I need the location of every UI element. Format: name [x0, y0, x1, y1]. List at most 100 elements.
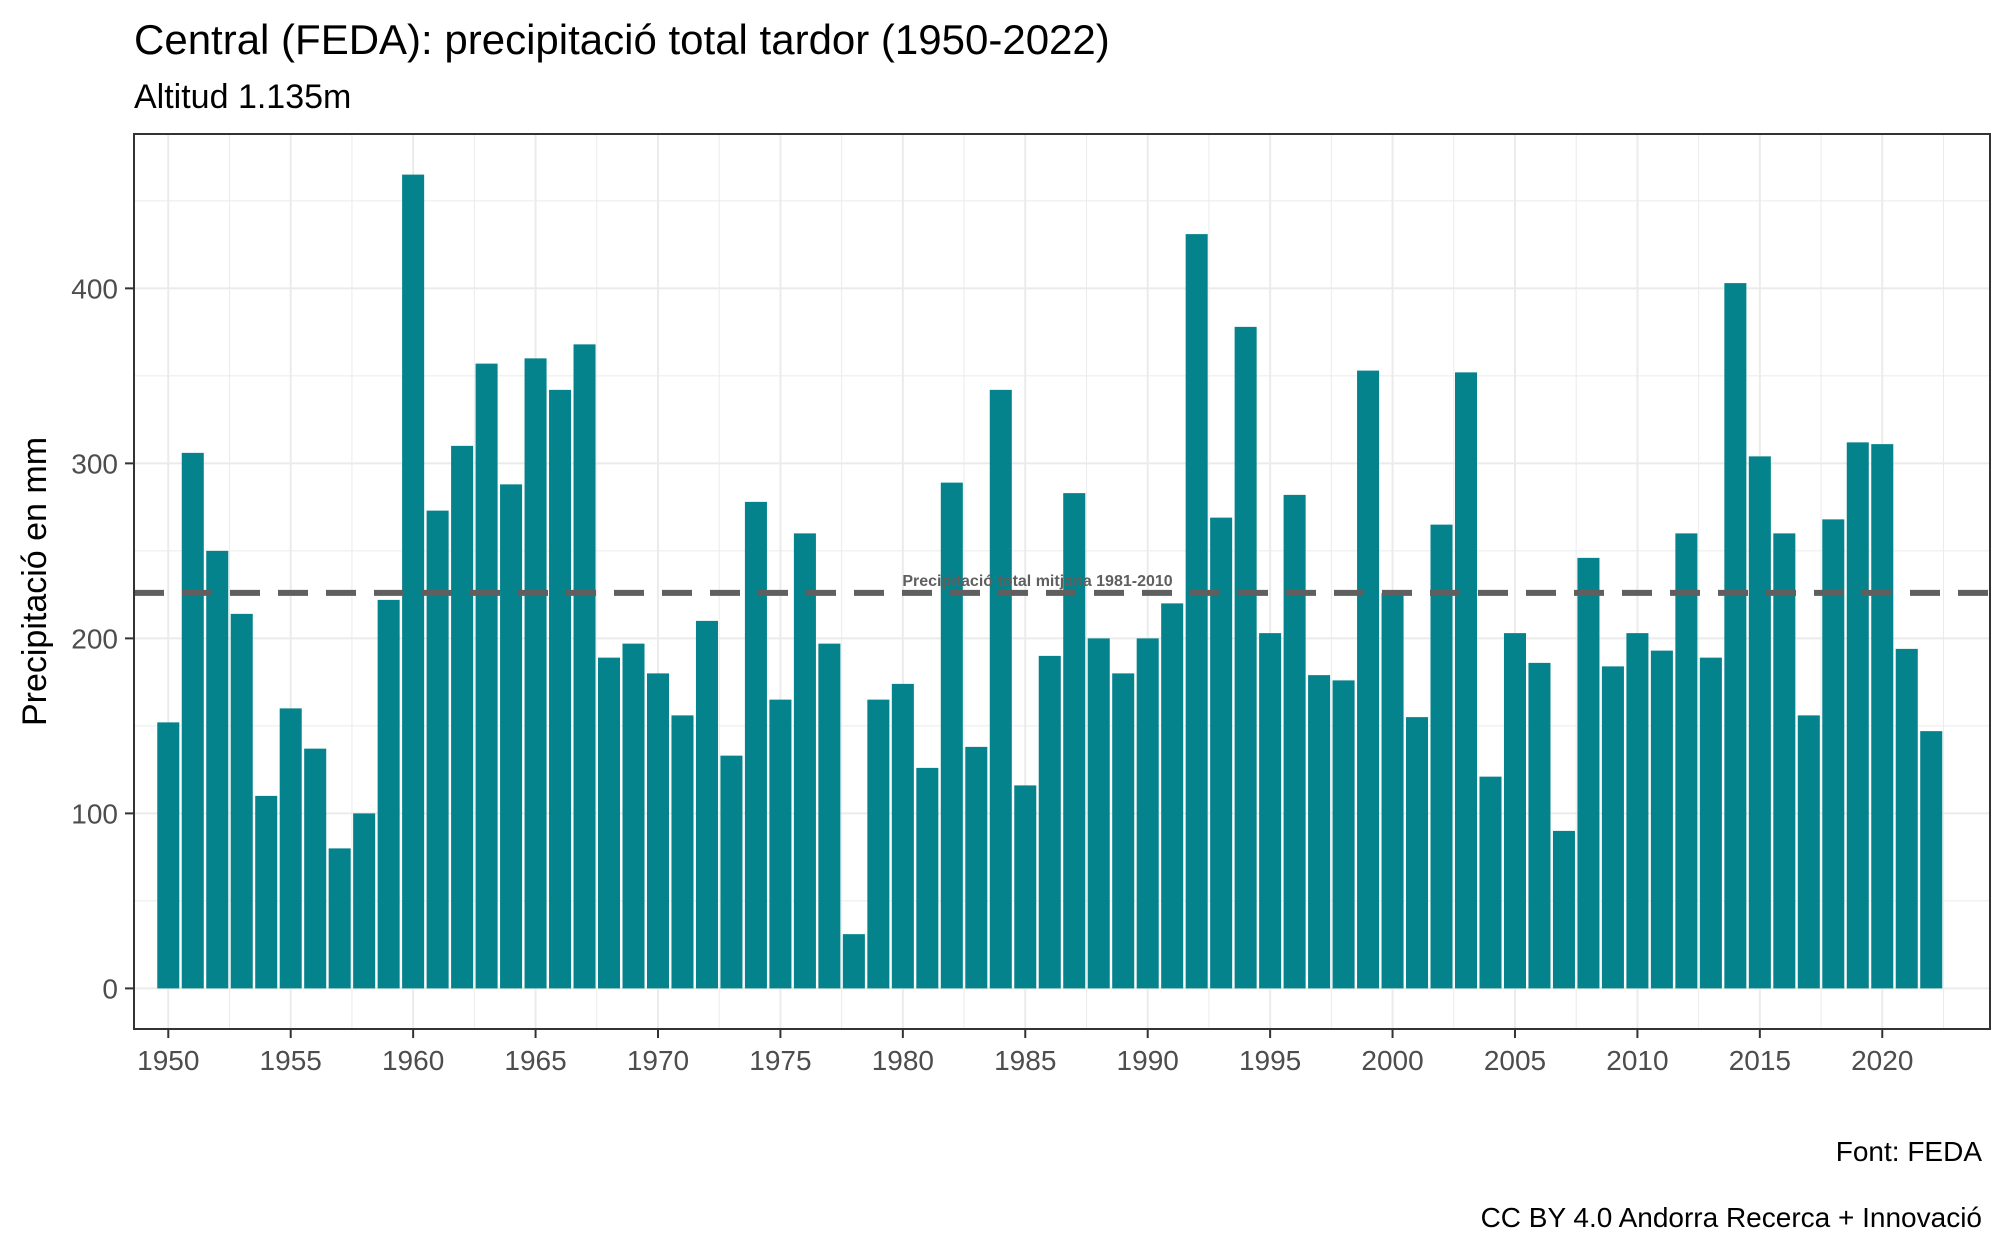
bar-1988: [1087, 638, 1110, 989]
x-tick-label: 1970: [627, 1045, 689, 1076]
y-axis-label: Precipitació en mm: [16, 437, 54, 726]
bar-1984: [989, 389, 1012, 989]
y-tick-label: 400: [71, 273, 118, 304]
y-tick-label: 0: [102, 973, 118, 1004]
x-tick-label: 1975: [749, 1045, 811, 1076]
bar-1958: [353, 813, 376, 989]
bar-2009: [1601, 666, 1624, 989]
bar-1955: [279, 708, 302, 989]
bar-1978: [842, 934, 865, 989]
bar-1983: [965, 746, 988, 989]
bar-2001: [1406, 717, 1429, 989]
axes: 0 100 200 300 400 1950 1955 1960 1965 1970 1975 198…: [71, 273, 1913, 1076]
license-caption: CC BY 4.0 Andorra Recerca + Innovació: [1480, 1202, 1982, 1233]
x-tick-label: 1955: [260, 1045, 322, 1076]
x-tick-label: 1980: [872, 1045, 934, 1076]
x-tick-label: 1995: [1239, 1045, 1301, 1076]
bar-1976: [793, 533, 816, 989]
bar-1985: [1014, 785, 1037, 989]
bar-1968: [598, 657, 621, 989]
bar-1962: [451, 445, 474, 989]
x-tick-label: 1990: [1117, 1045, 1179, 1076]
bar-1965: [524, 358, 547, 989]
bar-1969: [622, 643, 645, 989]
bar-1956: [304, 748, 327, 989]
bar-2004: [1479, 776, 1502, 989]
bar-1993: [1210, 517, 1233, 989]
bar-2022: [1920, 731, 1943, 989]
bar-2021: [1895, 648, 1918, 989]
bar-2006: [1528, 662, 1551, 989]
bar-1992: [1185, 234, 1208, 989]
bar-1995: [1259, 633, 1282, 989]
bar-1987: [1063, 493, 1086, 989]
bar-2020: [1871, 444, 1894, 989]
bar-1991: [1161, 603, 1184, 989]
x-tick-label: 2000: [1361, 1045, 1423, 1076]
bar-1982: [940, 482, 963, 989]
bar-2011: [1650, 650, 1673, 989]
bar-2002: [1430, 524, 1453, 989]
chart-subtitle: Altitud 1.135m: [134, 78, 352, 116]
bar-2005: [1503, 633, 1526, 989]
bar-2019: [1846, 442, 1869, 989]
bar-1986: [1038, 655, 1061, 989]
bar-2016: [1773, 533, 1796, 989]
chart-title: Central (FEDA): precipitació total tardo…: [134, 16, 1110, 63]
reference-line-group: Precipitació total mitjana 1981-2010: [134, 573, 1990, 596]
bar-1980: [891, 683, 914, 989]
bar-1951: [181, 452, 204, 989]
bar-2017: [1797, 715, 1820, 989]
bar-1953: [230, 613, 253, 989]
bar-1966: [549, 389, 572, 989]
y-tick-label: 200: [71, 623, 118, 654]
bar-1999: [1357, 370, 1380, 989]
bar-2013: [1699, 657, 1722, 989]
reference-line-label: Precipitació total mitjana 1981-2010: [902, 573, 1172, 590]
bar-2014: [1724, 283, 1747, 989]
x-tick-label: 1960: [382, 1045, 444, 1076]
bar-1961: [426, 510, 449, 989]
bar-2007: [1552, 830, 1575, 989]
bar-2000: [1381, 592, 1404, 989]
x-tick-label: 1985: [994, 1045, 1056, 1076]
x-tick-label: 2020: [1851, 1045, 1913, 1076]
panel-border: [133, 133, 1991, 1030]
bar-1963: [475, 363, 498, 989]
bar-1950: [157, 722, 180, 989]
bar-1971: [671, 715, 694, 989]
bar-2015: [1748, 456, 1771, 989]
x-tick-label: 2015: [1729, 1045, 1791, 1076]
y-tick-label: 300: [71, 448, 118, 479]
bar-1960: [402, 174, 425, 989]
bar-2008: [1577, 557, 1600, 989]
bar-2018: [1822, 519, 1845, 989]
bar-1954: [255, 795, 278, 989]
bar-1998: [1332, 680, 1355, 989]
y-tick-label: 100: [71, 798, 118, 829]
bar-1973: [720, 755, 743, 989]
source-caption: Font: FEDA: [1835, 1136, 1982, 1167]
bar-1972: [695, 620, 718, 989]
bar-1975: [769, 699, 792, 989]
x-tick-label: 2005: [1484, 1045, 1546, 1076]
bar-2003: [1454, 372, 1478, 989]
bar-1974: [744, 501, 767, 989]
bar-1977: [818, 643, 841, 989]
bar-2012: [1675, 533, 1698, 989]
bar-1994: [1234, 326, 1257, 989]
bar-1981: [916, 767, 939, 989]
bar-1957: [328, 848, 351, 989]
x-tick-label: 2010: [1606, 1045, 1668, 1076]
x-tick-label: 1965: [504, 1045, 566, 1076]
bar-1959: [377, 599, 400, 989]
bar-1967: [573, 344, 596, 989]
bar-1979: [867, 699, 890, 989]
bar-1964: [500, 484, 523, 989]
bar-1952: [206, 550, 229, 989]
bar-1990: [1136, 638, 1159, 989]
bar-2010: [1626, 633, 1649, 989]
bar-series: [157, 174, 1943, 989]
x-tick-label: 1950: [137, 1045, 199, 1076]
